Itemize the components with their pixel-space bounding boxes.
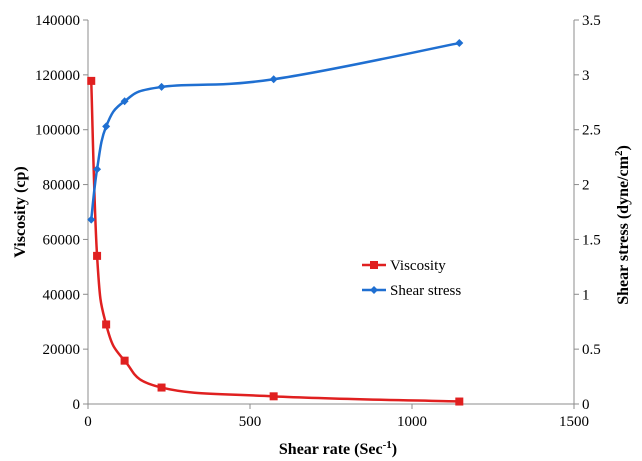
shear-stress-point xyxy=(102,122,111,131)
y-right-tick-label: 2.5 xyxy=(582,123,601,139)
y-right-tick-label: 0 xyxy=(582,397,590,413)
shear-stress-point xyxy=(120,97,129,106)
y-left-tick-label: 40000 xyxy=(43,287,81,303)
series-layer xyxy=(87,39,464,406)
y-left-tick-label: 100000 xyxy=(35,123,80,139)
legend: Viscosity Shear stress xyxy=(362,258,461,299)
legend-viscosity-label: Viscosity xyxy=(390,258,446,274)
x-tick-label: 500 xyxy=(239,414,262,430)
y-right-tick-label: 1 xyxy=(582,287,590,303)
y-right-tick-label: 1.5 xyxy=(582,232,601,248)
shear-stress-point xyxy=(87,215,96,224)
x-tick-label: 1500 xyxy=(559,414,589,430)
viscosity-point xyxy=(455,397,464,406)
shear-stress-point xyxy=(269,75,278,84)
y-left-tick-label: 20000 xyxy=(43,342,81,358)
legend-shear-stress-marker xyxy=(370,286,378,294)
y-right-tick-label: 0.5 xyxy=(582,342,601,358)
y-left-tick-label: 0 xyxy=(73,397,81,413)
viscosity-point xyxy=(87,76,96,85)
viscosity-point xyxy=(102,320,111,329)
viscosity-point xyxy=(157,383,166,392)
shear-stress-point xyxy=(157,82,166,91)
viscosity-point xyxy=(93,251,102,260)
x-axis-title: Shear rate (Sec-1) xyxy=(279,439,397,458)
shear-stress-point xyxy=(455,39,464,48)
shear-stress-line xyxy=(89,41,460,220)
y-left-tick-label: 140000 xyxy=(35,13,80,29)
y-axis-left-title: Viscosity (cp) xyxy=(12,166,29,257)
viscosity-line xyxy=(89,80,460,403)
x-tick-label: 1000 xyxy=(397,414,427,430)
viscosity-point xyxy=(269,392,278,401)
y-right-tick-label: 2 xyxy=(582,178,590,194)
legend-shear-stress-label: Shear stress xyxy=(390,283,461,299)
legend-viscosity-marker xyxy=(370,261,378,269)
y-left-tick-label: 80000 xyxy=(43,178,81,194)
y-left-tick-label: 120000 xyxy=(35,68,80,84)
y-left-tick-label: 60000 xyxy=(43,232,81,248)
x-tick-label: 0 xyxy=(84,414,92,430)
y-right-tick-label: 3.5 xyxy=(582,13,601,29)
viscosity-point xyxy=(120,356,129,365)
y-axis-right-title: Shear stress (dyne/cm2) xyxy=(613,145,632,305)
y-right-tick-label: 3 xyxy=(582,68,590,84)
axes: 0 500 1000 15000200004000060000800001000001… xyxy=(35,13,601,430)
shear-stress-point xyxy=(93,165,102,174)
